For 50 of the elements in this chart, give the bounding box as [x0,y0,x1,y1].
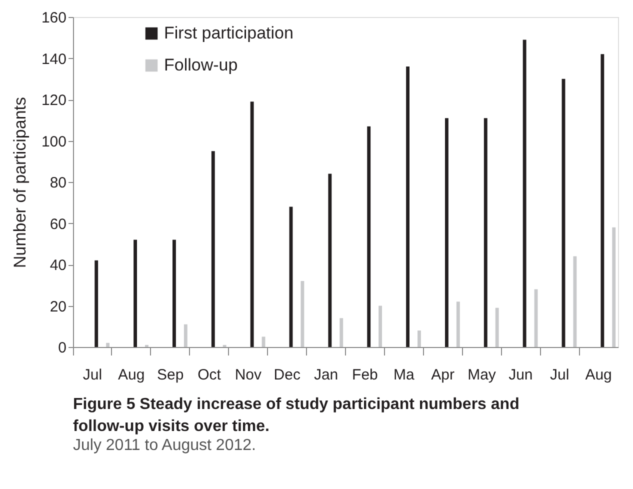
bar [211,151,215,347]
bar [612,227,616,347]
bar [172,240,176,347]
bar [300,281,304,347]
x-tick-label: Jul [82,366,102,384]
legend-label: First participation [164,24,294,42]
bar [456,302,460,347]
bar [406,66,410,347]
x-tick-label: Aug [118,366,145,384]
y-tick-label: 100 [41,133,66,150]
y-tick-label: 0 [58,340,66,356]
bar [573,256,577,347]
y-tick-label: 60 [50,216,66,233]
bar [444,118,448,347]
x-tick-label: Jan [314,366,338,384]
x-tick-label: Feb [352,366,378,384]
bar [367,126,371,347]
x-tick-label: Sep [156,366,184,384]
bar [184,324,188,347]
y-axis-title: Number of participants [10,96,30,268]
x-tick-label: May [468,366,496,384]
bar [600,54,604,347]
text: Figure 5 Steady increase of study participant numbers and follow-up visits over time. [73,396,520,435]
bar [94,260,98,347]
y-tick-label: 40 [50,257,66,274]
text: July 2011 to August 2012. [73,437,256,454]
x-tick-label: Nov [234,366,262,384]
bar [106,342,110,347]
bar [522,40,526,347]
x-tick-label: Dec [274,366,301,384]
bar [250,102,254,347]
y-tick-label: 20 [50,298,66,316]
bar [134,240,138,347]
bar [495,308,499,347]
x-tick-label: Jun [508,366,533,384]
y-tick-label: 140 [41,50,66,68]
y-tick-label: 120 [41,92,66,109]
x-tick-label: Jul [550,366,570,384]
x-tick-label: Oct [198,366,222,384]
y-tick-label: 80 [50,174,66,192]
y-tick-label: 160 [41,10,66,26]
x-tick-label: Apr [431,366,454,384]
bar [378,306,382,347]
x-tick-label: Ma [393,366,415,384]
bar [418,330,421,347]
bar [484,118,488,347]
legend-label: Follow-up [164,56,238,74]
x-tick-label: Aug [585,366,612,384]
bar [340,318,344,347]
bar [328,174,332,347]
